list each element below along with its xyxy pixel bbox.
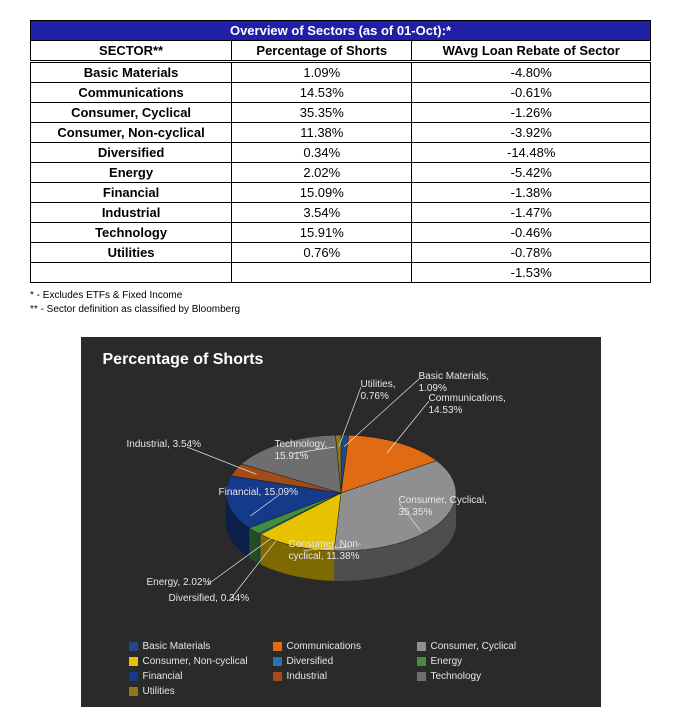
pct-cell: 14.53% [232,83,412,103]
legend-item: Diversified [273,656,401,667]
pie-label: Consumer, Cyclical,35.35% [399,495,487,519]
table-row: Diversified0.34%-14.48% [31,143,651,163]
legend-item: Technology [417,671,545,682]
rebate-cell: -1.47% [412,203,651,223]
rebate-cell: -5.42% [412,163,651,183]
sector-cell: Consumer, Cyclical [31,103,232,123]
pie-label: Diversified, 0.34% [169,593,250,605]
sector-cell: Consumer, Non-cyclical [31,123,232,143]
rebate-cell: -0.78% [412,243,651,263]
pct-cell: 0.34% [232,143,412,163]
legend-swatch [273,657,282,666]
legend-label: Utilities [143,686,175,697]
legend-item: Industrial [273,671,401,682]
rebate-cell: -1.38% [412,183,651,203]
legend-item: Energy [417,656,545,667]
pie-side [249,528,259,564]
rebate-cell: -0.61% [412,83,651,103]
sector-cell: Financial [31,183,232,203]
legend-label: Energy [431,656,463,667]
pie-label: Energy, 2.02% [147,577,212,589]
sector-cell: Communications [31,83,232,103]
pct-cell [232,263,412,283]
legend-swatch [417,672,426,681]
sector-cell: Energy [31,163,232,183]
pct-cell: 15.09% [232,183,412,203]
legend-label: Industrial [287,671,328,682]
legend-swatch [129,657,138,666]
sector-cell: Technology [31,223,232,243]
leader-line [387,401,429,453]
legend-item: Financial [129,671,257,682]
sector-cell [31,263,232,283]
footnote-1: * - Excludes ETFs & Fixed Income [30,289,651,303]
pct-cell: 3.54% [232,203,412,223]
total-row: -1.53% [31,263,651,283]
table-row: Consumer, Non-cyclical11.38%-3.92% [31,123,651,143]
pie-label: Financial, 15.09% [219,487,299,499]
pct-cell: 15.91% [232,223,412,243]
legend-swatch [273,672,282,681]
legend-swatch [129,642,138,651]
table-row: Industrial3.54%-1.47% [31,203,651,223]
table-row: Consumer, Cyclical35.35%-1.26% [31,103,651,123]
pct-cell: 11.38% [232,123,412,143]
pct-cell: 2.02% [232,163,412,183]
footnotes: * - Excludes ETFs & Fixed Income ** - Se… [30,289,651,317]
table-row: Communications14.53%-0.61% [31,83,651,103]
legend-swatch [417,642,426,651]
legend-item: Utilities [129,686,257,697]
legend-swatch [129,687,138,696]
legend-swatch [273,642,282,651]
pie-label: Communications,14.53% [429,393,506,417]
pie-label: Utilities,0.76% [361,379,396,403]
rebate-cell: -4.80% [412,62,651,83]
col-rebate: WAvg Loan Rebate of Sector [412,41,651,62]
sector-cell: Industrial [31,203,232,223]
table-row: Technology15.91%-0.46% [31,223,651,243]
legend: Basic MaterialsCommunicationsConsumer, C… [99,641,583,697]
pct-cell: 35.35% [232,103,412,123]
rebate-cell: -1.26% [412,103,651,123]
pie-label: Industrial, 3.54% [127,439,202,451]
sector-cell: Basic Materials [31,62,232,83]
rebate-cell: -14.48% [412,143,651,163]
rebate-cell: -0.46% [412,223,651,243]
pct-cell: 1.09% [232,62,412,83]
pie-chart: Percentage of Shorts Basic Materials,1.0… [81,337,601,707]
sector-table: Overview of Sectors (as of 01-Oct):* SEC… [30,20,651,283]
table-row: Energy2.02%-5.42% [31,163,651,183]
footnote-2: ** - Sector definition as classified by … [30,303,651,317]
legend-item: Consumer, Non-cyclical [129,656,257,667]
pct-cell: 0.76% [232,243,412,263]
legend-swatch [417,657,426,666]
pie-label: Consumer, Non-cyclical, 11.38% [289,539,362,563]
chart-title: Percentage of Shorts [103,351,264,369]
rebate-cell: -3.92% [412,123,651,143]
col-pct: Percentage of Shorts [232,41,412,62]
legend-label: Technology [431,671,482,682]
sector-cell: Diversified [31,143,232,163]
table-row: Financial15.09%-1.38% [31,183,651,203]
legend-label: Financial [143,671,183,682]
legend-label: Diversified [287,656,334,667]
rebate-cell: -1.53% [412,263,651,283]
table-title: Overview of Sectors (as of 01-Oct):* [31,21,651,41]
table-row: Utilities0.76%-0.78% [31,243,651,263]
table-row: Basic Materials1.09%-4.80% [31,62,651,83]
pie-label: Basic Materials,1.09% [419,371,490,395]
pie-label: Technology,15.91% [275,439,328,463]
sector-cell: Utilities [31,243,232,263]
legend-label: Consumer, Non-cyclical [143,656,248,667]
legend-swatch [129,672,138,681]
pie-side [258,534,260,565]
col-sector: SECTOR** [31,41,232,62]
